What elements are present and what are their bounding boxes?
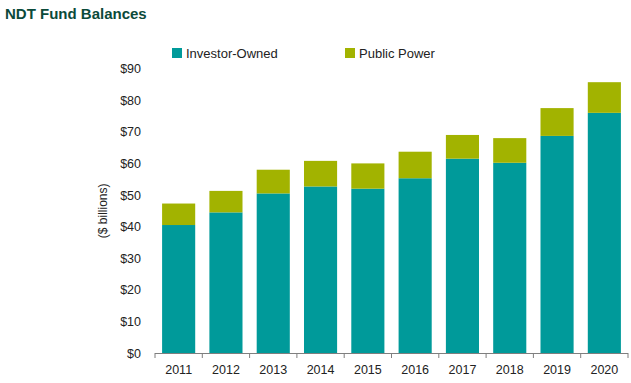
x-divider [486,353,487,358]
x-divider [249,353,250,358]
y-tick-label: $60 [120,157,141,171]
bar [493,138,526,163]
chart: NDT Fund Balances Investor-Owned Public Po… [0,0,631,383]
x-tick-label: 2014 [307,363,335,377]
y-tick-label: $30 [120,252,141,266]
bar [399,178,432,353]
y-tick-label: $40 [120,220,141,234]
y-axis-label: ($ billions) [96,183,110,238]
x-tick-label: 2011 [165,363,192,377]
x-divider [202,353,203,358]
bar [304,186,337,353]
bars [162,82,621,353]
x-tick-label: 2015 [354,363,382,377]
x-divider [628,353,629,358]
x-tick-label: 2020 [590,363,618,377]
x-tick-label: 2017 [449,363,477,377]
bar [257,193,290,353]
bar [162,225,195,353]
bar [351,163,384,188]
bar [257,170,290,194]
legend-swatch [172,48,182,58]
bar [588,113,621,353]
bar [446,135,479,159]
bar [399,152,432,179]
x-divider [155,353,156,358]
x-tick-label: 2012 [212,363,240,377]
x-divider [580,353,581,358]
legend-label: Investor-Owned [186,46,278,61]
bar [351,189,384,353]
legend-label: Public Power [359,46,436,61]
x-divider [344,353,345,358]
bar [209,191,242,212]
x-tick-label: 2016 [401,363,429,377]
x-divider [296,353,297,358]
x-tick-label: 2013 [259,363,287,377]
x-divider [391,353,392,358]
bar [540,108,573,136]
y-tick-label: $90 [120,62,141,76]
y-tick-label: $10 [120,315,141,329]
x-tick-label: 2019 [543,363,571,377]
y-tick-label: $50 [120,189,141,203]
bar [446,159,479,353]
bar [588,82,621,113]
y-tick-label: $70 [120,125,141,139]
bar [493,163,526,353]
bar [540,136,573,353]
legend-swatch [345,48,355,58]
bar [304,161,337,187]
bar [162,204,195,225]
x-tick-label: 2018 [496,363,524,377]
y-tick-label: $0 [127,347,141,361]
x-divider [438,353,439,358]
bar [209,212,242,353]
title: NDT Fund Balances [5,5,147,22]
y-tick-label: $80 [120,94,141,108]
x-divider [533,353,534,358]
y-tick-label: $20 [120,283,141,297]
